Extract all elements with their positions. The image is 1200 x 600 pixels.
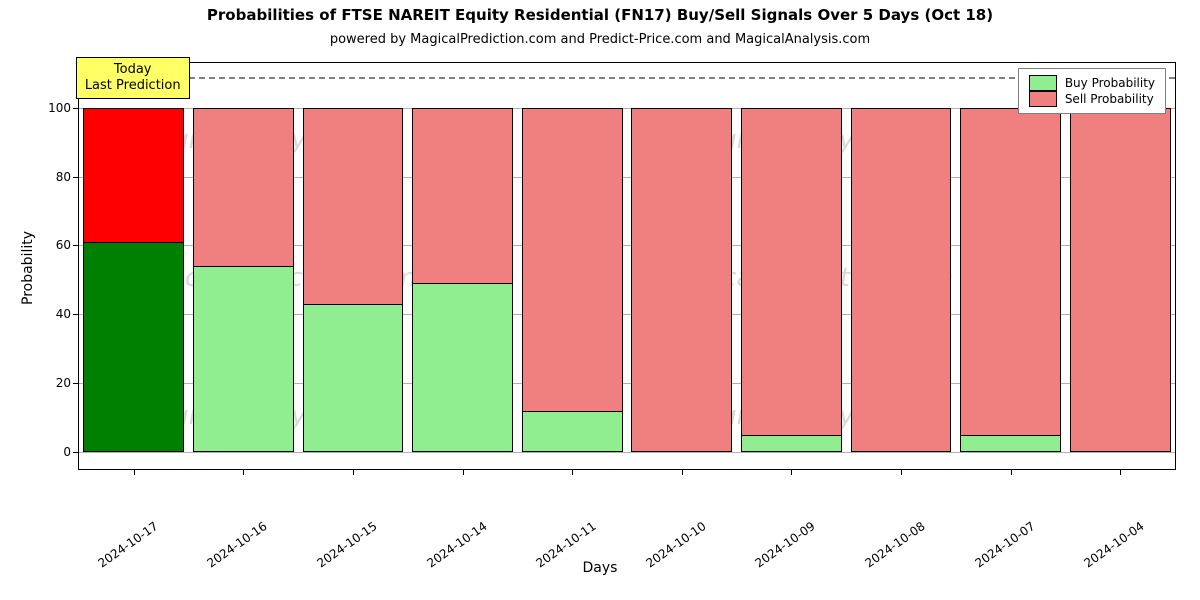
xtick-mark: [682, 469, 683, 475]
xtick-mark: [1120, 469, 1121, 475]
legend-swatch-sell: [1029, 91, 1057, 107]
xtick-mark: [134, 469, 135, 475]
xtick-layer: 2024-10-172024-10-162024-10-152024-10-14…: [79, 63, 1175, 469]
legend: Buy Probability Sell Probability: [1018, 68, 1166, 114]
legend-label-buy: Buy Probability: [1065, 76, 1155, 90]
xtick-mark: [243, 469, 244, 475]
legend-swatch-buy: [1029, 75, 1057, 91]
xtick-mark: [791, 469, 792, 475]
legend-item-sell: Sell Probability: [1029, 91, 1155, 107]
chart-subtitle: powered by MagicalPrediction.com and Pre…: [0, 32, 1200, 47]
x-axis-label: Days: [0, 560, 1200, 576]
plot-area: 020406080100MagicalAnalysis.comMagicalAn…: [78, 62, 1176, 470]
chart-container: Probabilities of FTSE NAREIT Equity Resi…: [0, 0, 1200, 600]
y-axis-label: Probability: [20, 231, 36, 305]
xtick-mark: [1011, 469, 1012, 475]
xtick-mark: [572, 469, 573, 475]
chart-title: Probabilities of FTSE NAREIT Equity Resi…: [0, 6, 1200, 24]
legend-label-sell: Sell Probability: [1065, 92, 1154, 106]
legend-item-buy: Buy Probability: [1029, 75, 1155, 91]
xtick-mark: [463, 469, 464, 475]
xtick-mark: [901, 469, 902, 475]
xtick-mark: [353, 469, 354, 475]
